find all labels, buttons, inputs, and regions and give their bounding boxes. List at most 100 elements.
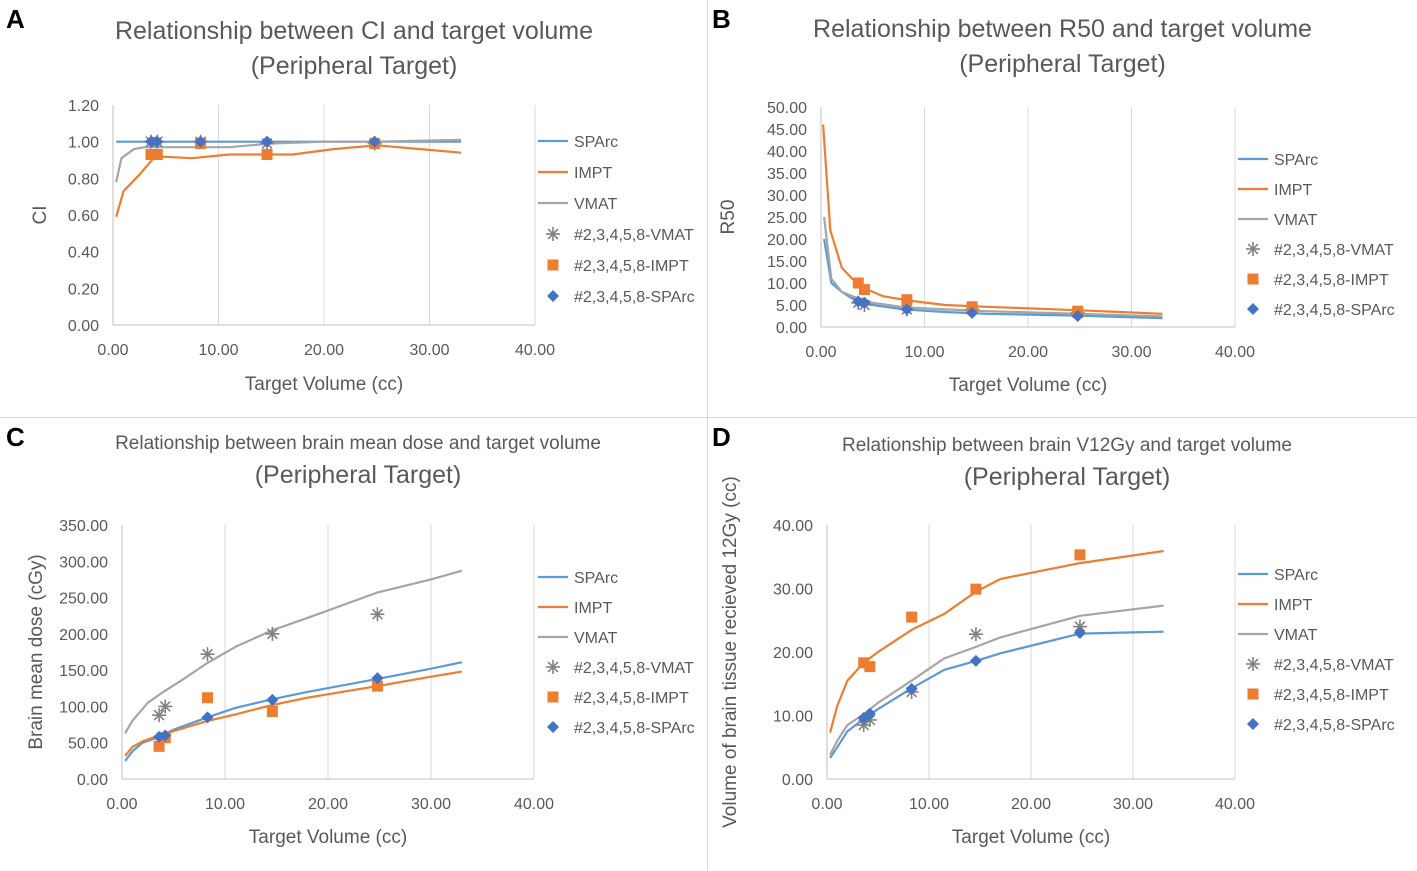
y-axis-title-b: R50 bbox=[718, 200, 739, 235]
legend-swatch-d-2-3-4-5-8-sparc bbox=[1247, 718, 1259, 730]
chart-panel-c: C Relationship between brain mean dose a… bbox=[0, 418, 708, 871]
legend-label-d-sparc: SPArc bbox=[1274, 567, 1318, 584]
marker-a-2-3-4-5-8-sparc bbox=[261, 135, 274, 148]
x-tick-label-d: 30.00 bbox=[1113, 796, 1153, 813]
legend-swatch-b-2-3-4-5-8-vmat bbox=[1246, 242, 1260, 256]
marker-b-2-3-4-5-8-sparc bbox=[1071, 310, 1084, 322]
y-tick-label-a: 0.60 bbox=[68, 208, 99, 225]
x-tick-label-a: 40.00 bbox=[515, 342, 555, 359]
y-tick-label-b: 35.00 bbox=[767, 166, 807, 183]
legend-label-c-sparc: SPArc bbox=[574, 570, 618, 587]
marker-d-2-3-4-5-8-impt bbox=[864, 661, 876, 673]
marker-b-2-3-4-5-8-sparc bbox=[900, 303, 913, 316]
x-tick-label-c: 30.00 bbox=[411, 796, 451, 813]
marker-c-2-3-4-5-8-impt bbox=[266, 706, 278, 718]
x-tick-label-d: 10.00 bbox=[909, 796, 949, 813]
legend-label-d-2-3-4-5-8-impt: #2,3,4,5,8-IMPT bbox=[1274, 687, 1389, 704]
panel-label-a: A bbox=[6, 4, 25, 34]
x-tick-label-a: 30.00 bbox=[409, 342, 449, 359]
x-tick-label-a: 10.00 bbox=[198, 342, 238, 359]
chart-svg-c: 0.00 50.00 100.00 150.00 200.00 250.00 300.00 3… bbox=[26, 518, 695, 848]
x-tick-label-c: 10.00 bbox=[205, 796, 245, 813]
series-d-impt bbox=[829, 549, 1164, 733]
y-tick-label-a: 1.20 bbox=[68, 98, 99, 115]
legend-label-d-impt: IMPT bbox=[1274, 597, 1312, 614]
legend-swatch-a-2-3-4-5-8-impt bbox=[547, 259, 559, 271]
x-tick-label-a: 20.00 bbox=[304, 342, 344, 359]
x-axis-title-a: Target Volume (cc) bbox=[245, 374, 403, 395]
series-c-2-3-4-5-8-vmat bbox=[152, 607, 385, 723]
x-tick-label-d: 0.00 bbox=[811, 796, 842, 813]
marker-a-2-3-4-5-8-impt bbox=[145, 149, 157, 160]
series-d-2-3-4-5-8-sparc bbox=[857, 626, 1086, 725]
y-tick-label-c: 50.00 bbox=[68, 736, 108, 753]
marker-c-2-3-4-5-8-impt bbox=[371, 680, 383, 692]
line-b-vmat bbox=[823, 216, 1163, 318]
series-d-vmat bbox=[829, 604, 1164, 756]
marker-d-2-3-4-5-8-impt bbox=[970, 583, 982, 595]
marker-d-2-3-4-5-8-sparc bbox=[1073, 626, 1086, 639]
marker-b-2-3-4-5-8-sparc bbox=[966, 306, 979, 319]
marker-d-2-3-4-5-8-sparc bbox=[905, 682, 918, 695]
chart-svg-a: 0.00 0.20 0.40 0.60 0.80 1.00 1.20 0.00 10.00 20.… bbox=[30, 98, 695, 395]
legend-label-b-impt: IMPT bbox=[1274, 182, 1312, 199]
y-tick-label-b: 25.00 bbox=[767, 210, 807, 227]
y-tick-label-c: 200.00 bbox=[59, 627, 108, 644]
y-tick-label-b: 30.00 bbox=[767, 188, 807, 205]
marker-d-2-3-4-5-8-impt bbox=[906, 611, 918, 623]
x-tick-label-c: 0.00 bbox=[106, 796, 137, 813]
legend-label-b-vmat: VMAT bbox=[1274, 212, 1317, 229]
series-c-vmat bbox=[124, 569, 463, 734]
legend-label-b-2-3-4-5-8-sparc: #2,3,4,5,8-SPArc bbox=[1274, 302, 1395, 319]
chart-title-b: Relationship between R50 and target volu… bbox=[813, 15, 1312, 43]
marker-c-2-3-4-5-8-sparc bbox=[266, 693, 279, 706]
line-d-impt bbox=[829, 549, 1164, 733]
y-tick-label-a: 0.40 bbox=[68, 245, 99, 262]
y-tick-label-c: 250.00 bbox=[59, 591, 108, 608]
line-c-sparc bbox=[124, 661, 463, 762]
y-tick-label-d: 40.00 bbox=[773, 518, 813, 535]
legend-label-c-2-3-4-5-8-vmat: #2,3,4,5,8-VMAT bbox=[574, 660, 694, 677]
legend-label-b-2-3-4-5-8-vmat: #2,3,4,5,8-VMAT bbox=[1274, 242, 1394, 259]
marker-a-2-3-4-5-8-sparc bbox=[194, 135, 207, 148]
y-tick-label-a: 0.20 bbox=[68, 281, 99, 298]
marker-d-2-3-4-5-8-impt bbox=[1074, 549, 1086, 561]
line-b-impt bbox=[822, 124, 1163, 315]
x-tick-label-d: 40.00 bbox=[1215, 796, 1255, 813]
y-tick-label-b: 50.00 bbox=[767, 100, 807, 117]
legend-label-a-vmat: VMAT bbox=[574, 196, 617, 213]
panel-label-b: B bbox=[712, 4, 731, 34]
marker-c-2-3-4-5-8-vmat bbox=[265, 626, 280, 641]
legend-swatch-c-2-3-4-5-8-sparc bbox=[547, 721, 559, 733]
chart-subtitle-b: (Peripheral Target) bbox=[959, 50, 1166, 78]
chart-subtitle-a: (Peripheral Target) bbox=[250, 52, 458, 80]
x-tick-label-d: 20.00 bbox=[1011, 796, 1051, 813]
legend-swatch-b-2-3-4-5-8-impt bbox=[1247, 273, 1259, 285]
marker-c-2-3-4-5-8-vmat bbox=[152, 708, 167, 723]
marker-c-2-3-4-5-8-impt bbox=[153, 740, 165, 752]
series-b-sparc bbox=[823, 238, 1163, 320]
line-c-impt bbox=[124, 670, 463, 757]
legend-label-a-sparc: SPArc bbox=[574, 134, 618, 151]
chart-panel-a: A Relationship between CI and target vol… bbox=[0, 0, 708, 418]
series-d-2-3-4-5-8-impt bbox=[858, 549, 1086, 673]
series-b-2-3-4-5-8-sparc bbox=[852, 295, 1084, 322]
y-tick-label-c: 350.00 bbox=[59, 518, 108, 535]
x-tick-label-c: 20.00 bbox=[308, 796, 348, 813]
y-tick-label-d: 30.00 bbox=[773, 582, 813, 599]
legend-label-a-2-3-4-5-8-impt: #2,3,4,5,8-IMPT bbox=[574, 258, 689, 275]
y-tick-label-c: 150.00 bbox=[59, 663, 108, 680]
series-a-impt bbox=[115, 144, 462, 218]
chart-svg-d: 0.00 10.00 20.00 30.00 40.00 0.00 10.00 20.00 30… bbox=[720, 476, 1395, 848]
x-axis-title-b: Target Volume (cc) bbox=[949, 375, 1107, 396]
marker-c-2-3-4-5-8-vmat bbox=[200, 647, 215, 662]
legend-label-a-impt: IMPT bbox=[574, 165, 612, 182]
chart-title-d: Relationship between brain V12Gy and tar… bbox=[842, 435, 1292, 456]
chart-subtitle-d: (Peripheral Target) bbox=[963, 463, 1171, 491]
marker-b-2-3-4-5-8-impt bbox=[858, 284, 870, 296]
y-axis-title-a: CI bbox=[30, 206, 51, 225]
legend-label-a-2-3-4-5-8-vmat: #2,3,4,5,8-VMAT bbox=[574, 227, 694, 244]
x-axis-title-d: Target Volume (cc) bbox=[952, 827, 1110, 848]
legend-swatch-c-2-3-4-5-8-impt bbox=[547, 691, 559, 703]
